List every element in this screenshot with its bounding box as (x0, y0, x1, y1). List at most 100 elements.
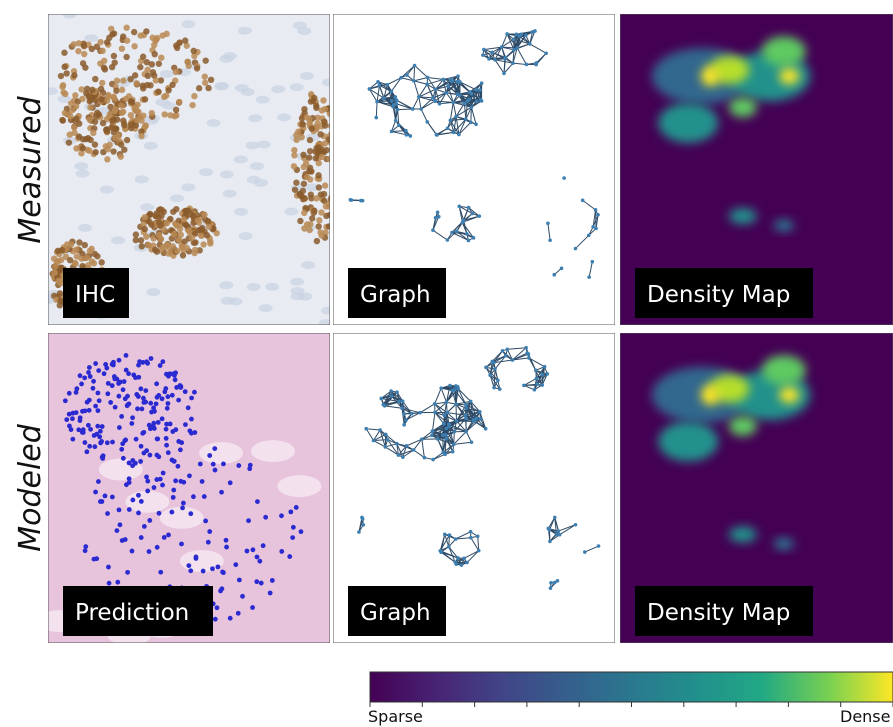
predicted-cell (99, 499, 104, 504)
graph-node (469, 121, 473, 125)
predicted-cell (147, 549, 152, 554)
predicted-cell (178, 447, 183, 452)
graph-node (359, 199, 363, 203)
stained-cell (197, 227, 203, 233)
stained-cell (101, 58, 107, 64)
predicted-cell (138, 459, 143, 464)
graph-node (460, 563, 464, 567)
graph-node (476, 534, 480, 538)
graph-edge (414, 66, 415, 81)
stained-cell (297, 191, 303, 197)
predicted-cell (83, 548, 88, 553)
predicted-cell (82, 440, 87, 445)
predicted-cell (155, 453, 160, 458)
graph-node (378, 428, 382, 432)
graph-node (574, 523, 578, 527)
predicted-cell (140, 406, 145, 411)
predicted-cell (121, 456, 126, 461)
density-blob (658, 422, 718, 462)
predicted-cell (270, 578, 275, 583)
predicted-cell (164, 427, 169, 432)
stained-cell (91, 260, 97, 266)
stained-cell (201, 211, 207, 217)
graph-node (469, 530, 473, 534)
graph-node (404, 129, 408, 133)
predicted-cell (79, 382, 84, 387)
predicted-cell (127, 480, 132, 485)
graph-node (560, 266, 564, 270)
cell (219, 281, 233, 289)
graph-node (533, 388, 537, 392)
graph-node (549, 581, 553, 585)
predicted-cell (228, 616, 233, 621)
panel-label: Graph (360, 282, 431, 308)
predicted-cell (143, 400, 148, 405)
stained-cell (184, 245, 190, 251)
predicted-cell (106, 381, 111, 386)
predicted-cell (172, 459, 177, 464)
cell (76, 170, 90, 178)
stained-cell (105, 146, 111, 152)
graph-node (396, 108, 400, 112)
graph-node (433, 402, 437, 406)
stained-cell (121, 122, 127, 128)
predicted-cell (157, 511, 162, 516)
graph-node (544, 51, 548, 55)
graph-node (524, 346, 528, 350)
predicted-cell (288, 509, 293, 514)
predicted-cell (170, 393, 175, 398)
stained-cell (322, 140, 328, 146)
predicted-cell (268, 591, 273, 596)
stained-cell (104, 156, 110, 162)
graph-node (471, 212, 475, 216)
graph-node (549, 586, 553, 590)
predicted-cell (93, 490, 98, 495)
gland (251, 440, 295, 462)
graph-node (412, 448, 416, 452)
graph-node (493, 58, 497, 62)
cell (140, 203, 154, 211)
predicted-cell (69, 427, 74, 432)
predicted-cell (104, 366, 109, 371)
predicted-cell (224, 545, 229, 550)
graph-node (492, 386, 496, 390)
predicted-cell (107, 581, 112, 586)
predicted-cell (115, 528, 120, 533)
predicted-cell (179, 542, 184, 547)
stained-cell (132, 72, 138, 78)
predicted-cell (166, 533, 171, 538)
predicted-cell (158, 363, 163, 368)
stained-cell (110, 94, 116, 100)
graph-node (594, 227, 598, 231)
panel-label: Density Map (647, 600, 790, 626)
graph-edge (454, 432, 455, 445)
stained-cell (323, 147, 329, 153)
graph-node (384, 433, 388, 437)
stained-cell (300, 121, 306, 127)
predicted-cell (91, 379, 96, 384)
predicted-cell (255, 555, 260, 560)
cell (135, 175, 149, 183)
graph-node (511, 358, 515, 362)
graph-node (487, 57, 491, 61)
predicted-cell (164, 422, 169, 427)
cell (181, 183, 195, 191)
predicted-cell (158, 570, 163, 575)
graph-node (468, 97, 472, 101)
predicted-cell (63, 398, 68, 403)
stained-cell (96, 111, 102, 117)
graph-node (478, 410, 482, 414)
cell (321, 307, 335, 315)
graph-node (454, 402, 458, 406)
graph-node (469, 536, 473, 540)
cell (84, 34, 98, 42)
predicted-cell (97, 434, 102, 439)
predicted-cell (76, 427, 81, 432)
predicted-cell (203, 519, 208, 524)
density-blob (701, 66, 719, 86)
density-blob (729, 527, 757, 543)
predicted-cell (103, 493, 108, 498)
graph-node (453, 430, 457, 434)
graph-node (597, 544, 601, 548)
stained-cell (111, 53, 117, 59)
